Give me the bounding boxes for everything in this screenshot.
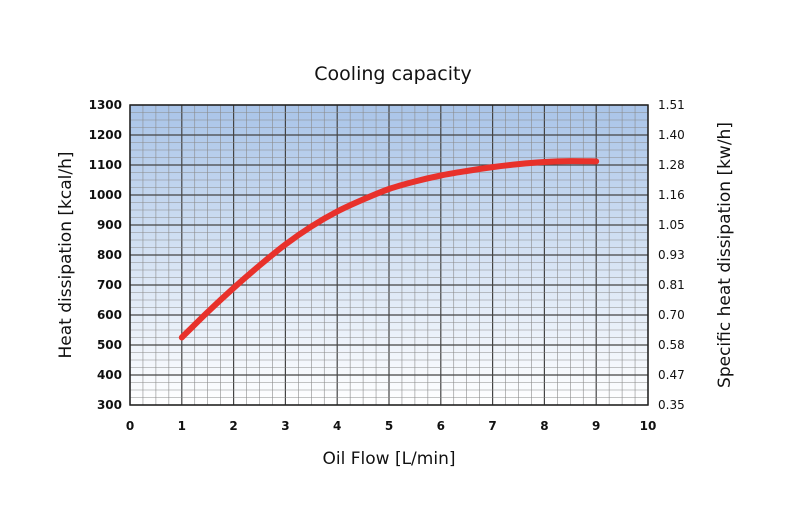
x-tick-label: 4 <box>333 419 341 433</box>
y-tick-label: 600 <box>97 308 122 322</box>
x-tick-label: 0 <box>126 419 134 433</box>
y2-tick-label: 0.93 <box>658 248 685 262</box>
x-tick-label: 3 <box>281 419 289 433</box>
y2-tick-label: 1.16 <box>658 188 685 202</box>
x-axis-ticks: 0 1 2 3 4 5 6 7 8 9 10 <box>126 419 657 433</box>
y-tick-label: 400 <box>97 368 122 382</box>
y2-tick-label: 0.70 <box>658 308 685 322</box>
x-tick-label: 8 <box>540 419 548 433</box>
x-tick-label: 5 <box>385 419 393 433</box>
series-line <box>178 158 600 341</box>
y-tick-label: 1300 <box>89 98 122 112</box>
x-tick-label: 2 <box>229 419 237 433</box>
y2-tick-label: 0.58 <box>658 338 685 352</box>
x-tick-label: 7 <box>488 419 496 433</box>
y2-tick-label: 0.35 <box>658 398 685 412</box>
y2-tick-label: 1.05 <box>658 218 685 232</box>
chart-title: Cooling capacity <box>314 63 471 85</box>
y-tick-label: 900 <box>97 218 122 232</box>
y2-tick-label: 0.47 <box>658 368 685 382</box>
y-tick-label: 1200 <box>89 128 122 142</box>
x-tick-label: 9 <box>592 419 600 433</box>
y2-axis-ticks: 0.35 0.47 0.58 0.70 0.81 0.93 1.05 1.16 1.28 1.40… <box>658 98 685 412</box>
y2-tick-label: 0.81 <box>658 278 685 292</box>
y-axis-ticks: 300 400 500 600 700 800 900 1000 1100 1200 1300 <box>89 98 122 412</box>
y2-axis-label: Specific heat dissipation [kw/h] <box>715 122 735 388</box>
y-tick-label: 1000 <box>89 188 122 202</box>
y-tick-label: 700 <box>97 278 122 292</box>
y2-tick-label: 1.40 <box>658 128 685 142</box>
x-axis-label: Oil Flow [L/min] <box>323 449 456 469</box>
y-tick-label: 300 <box>97 398 122 412</box>
plot-border <box>129 104 649 406</box>
x-tick-label: 10 <box>640 419 657 433</box>
x-tick-label: 1 <box>178 419 186 433</box>
x-tick-label: 6 <box>437 419 445 433</box>
y-tick-label: 1100 <box>89 158 122 172</box>
y2-tick-label: 1.28 <box>658 158 685 172</box>
y-axis-label: Heat dissipation [kcal/h] <box>56 152 76 359</box>
y-tick-label: 800 <box>97 248 122 262</box>
y2-tick-label: 1.51 <box>658 98 685 112</box>
grid-lines <box>129 104 649 406</box>
y-tick-label: 500 <box>97 338 122 352</box>
